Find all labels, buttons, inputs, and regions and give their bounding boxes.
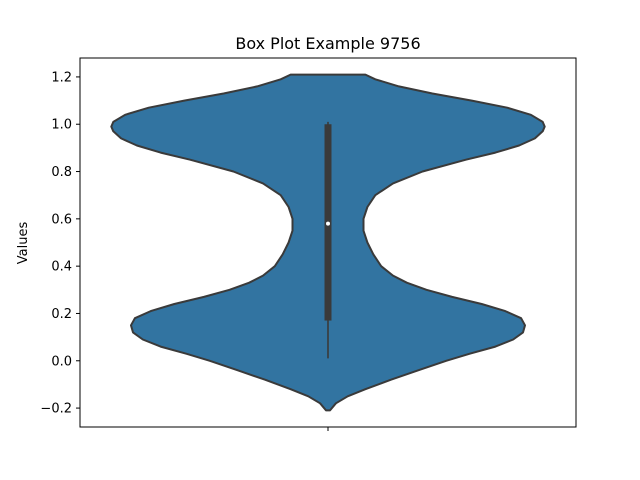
y-tick-label: 1.2 (51, 70, 72, 85)
y-tick-label: 1.0 (51, 118, 72, 133)
y-tick-label: 0.6 (51, 212, 72, 227)
plot-area (110, 73, 546, 412)
y-tick-label: 0.4 (51, 260, 72, 275)
y-axis-label: Values (16, 222, 31, 265)
y-tick-label: −0.2 (40, 402, 72, 417)
y-tick-label: 0.8 (51, 165, 72, 180)
y-tick-label: 0.2 (51, 307, 72, 322)
y-axis: −0.2 0.0 0.2 0.4 0.6 0.8 1.0 1.2 (40, 70, 80, 417)
y-tick-label: 0.0 (51, 354, 72, 369)
chart-title: Box Plot Example 9756 (235, 34, 420, 53)
violin-median-point (326, 221, 330, 226)
